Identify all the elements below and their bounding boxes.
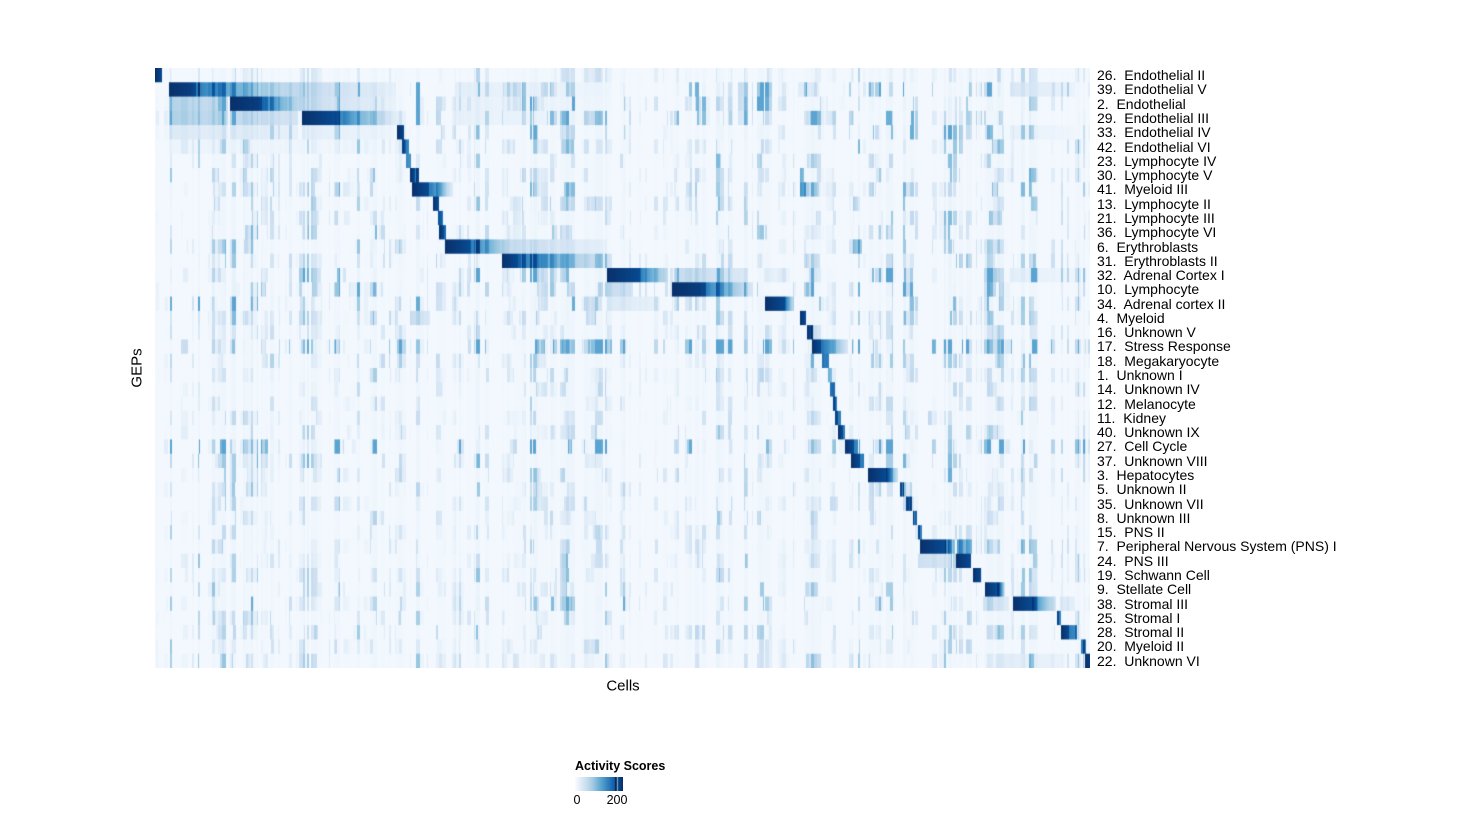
row-label: 12. Melanocyte [1097,395,1196,412]
row-label: 15. PNS II [1097,524,1165,541]
legend-tick-label: 0 [573,793,581,807]
row-label: 41. Myeloid III [1097,181,1189,198]
legend: Activity Scores 0 200 [573,759,735,807]
row-label: 13. Lymphocyte II [1097,195,1211,212]
row-label: 1. Unknown I [1097,367,1183,384]
heatmap-canvas [155,68,1090,668]
row-label: 26. Endothelial II [1097,67,1206,84]
legend-ticks: 0 200 [573,793,635,807]
row-label: 25. Stromal I [1097,609,1181,626]
row-label: 35. Unknown VII [1097,495,1204,512]
y-axis-label: GEPs [128,348,146,388]
row-label: 17. Stress Response [1097,338,1231,355]
row-label: 10. Lymphocyte [1097,281,1200,298]
row-label: 34. Adrenal cortex II [1097,295,1226,312]
row-label: 36. Lymphocyte VI [1097,224,1217,241]
x-axis-label: Cells [606,677,640,695]
legend-title: Activity Scores [575,759,666,773]
row-label: 33. Endothelial IV [1097,124,1211,141]
row-label: 14. Unknown IV [1097,381,1200,398]
row-label: 27. Cell Cycle [1097,438,1188,455]
row-label: 16. Unknown V [1097,324,1196,341]
row-label: 9. Stellate Cell [1097,581,1192,598]
row-label: 20. Myeloid II [1097,638,1185,655]
row-label: 22. Unknown VI [1097,652,1200,669]
row-label: 21. Lymphocyte III [1097,209,1215,226]
row-label: 7. Peripheral Nervous System (PNS) I [1097,538,1337,555]
row-label: 42. Endothelial VI [1097,138,1211,155]
row-label: 32. Adrenal Cortex I [1097,267,1225,284]
row-label: 4. Myeloid [1097,309,1165,326]
row-label: 40. Unknown IX [1097,424,1200,441]
row-label: 6. Erythroblasts [1097,238,1199,255]
row-label: 3. Hepatocytes [1097,467,1195,484]
row-label: 19. Schwann Cell [1097,566,1210,583]
row-label: 28. Stromal II [1097,624,1185,641]
row-label: 38. Stromal III [1097,595,1189,612]
row-label: 24. PNS III [1097,552,1169,569]
row-labels: 26. Endothelial II 39. Endothelial V 2. En… [1097,68,1447,668]
row-label: 29. Endothelial III [1097,109,1210,126]
row-label: 31. Erythroblasts II [1097,252,1218,269]
row-label: 37. Unknown VIII [1097,452,1208,469]
row-label: 2. Endothelial [1097,95,1186,112]
row-label: 5. Unknown II [1097,481,1187,498]
row-label: 11. Kidney [1097,409,1167,426]
row-label: 30. Lymphocyte V [1097,167,1213,184]
legend-colorbar [575,777,623,791]
row-label: 39. Endothelial V [1097,81,1207,98]
row-label: 18. Megakaryocyte [1097,352,1220,369]
row-label: 23. Lymphocyte IV [1097,152,1217,169]
legend-tick-label: 200 [606,793,628,807]
row-label: 8. Unknown III [1097,509,1191,526]
